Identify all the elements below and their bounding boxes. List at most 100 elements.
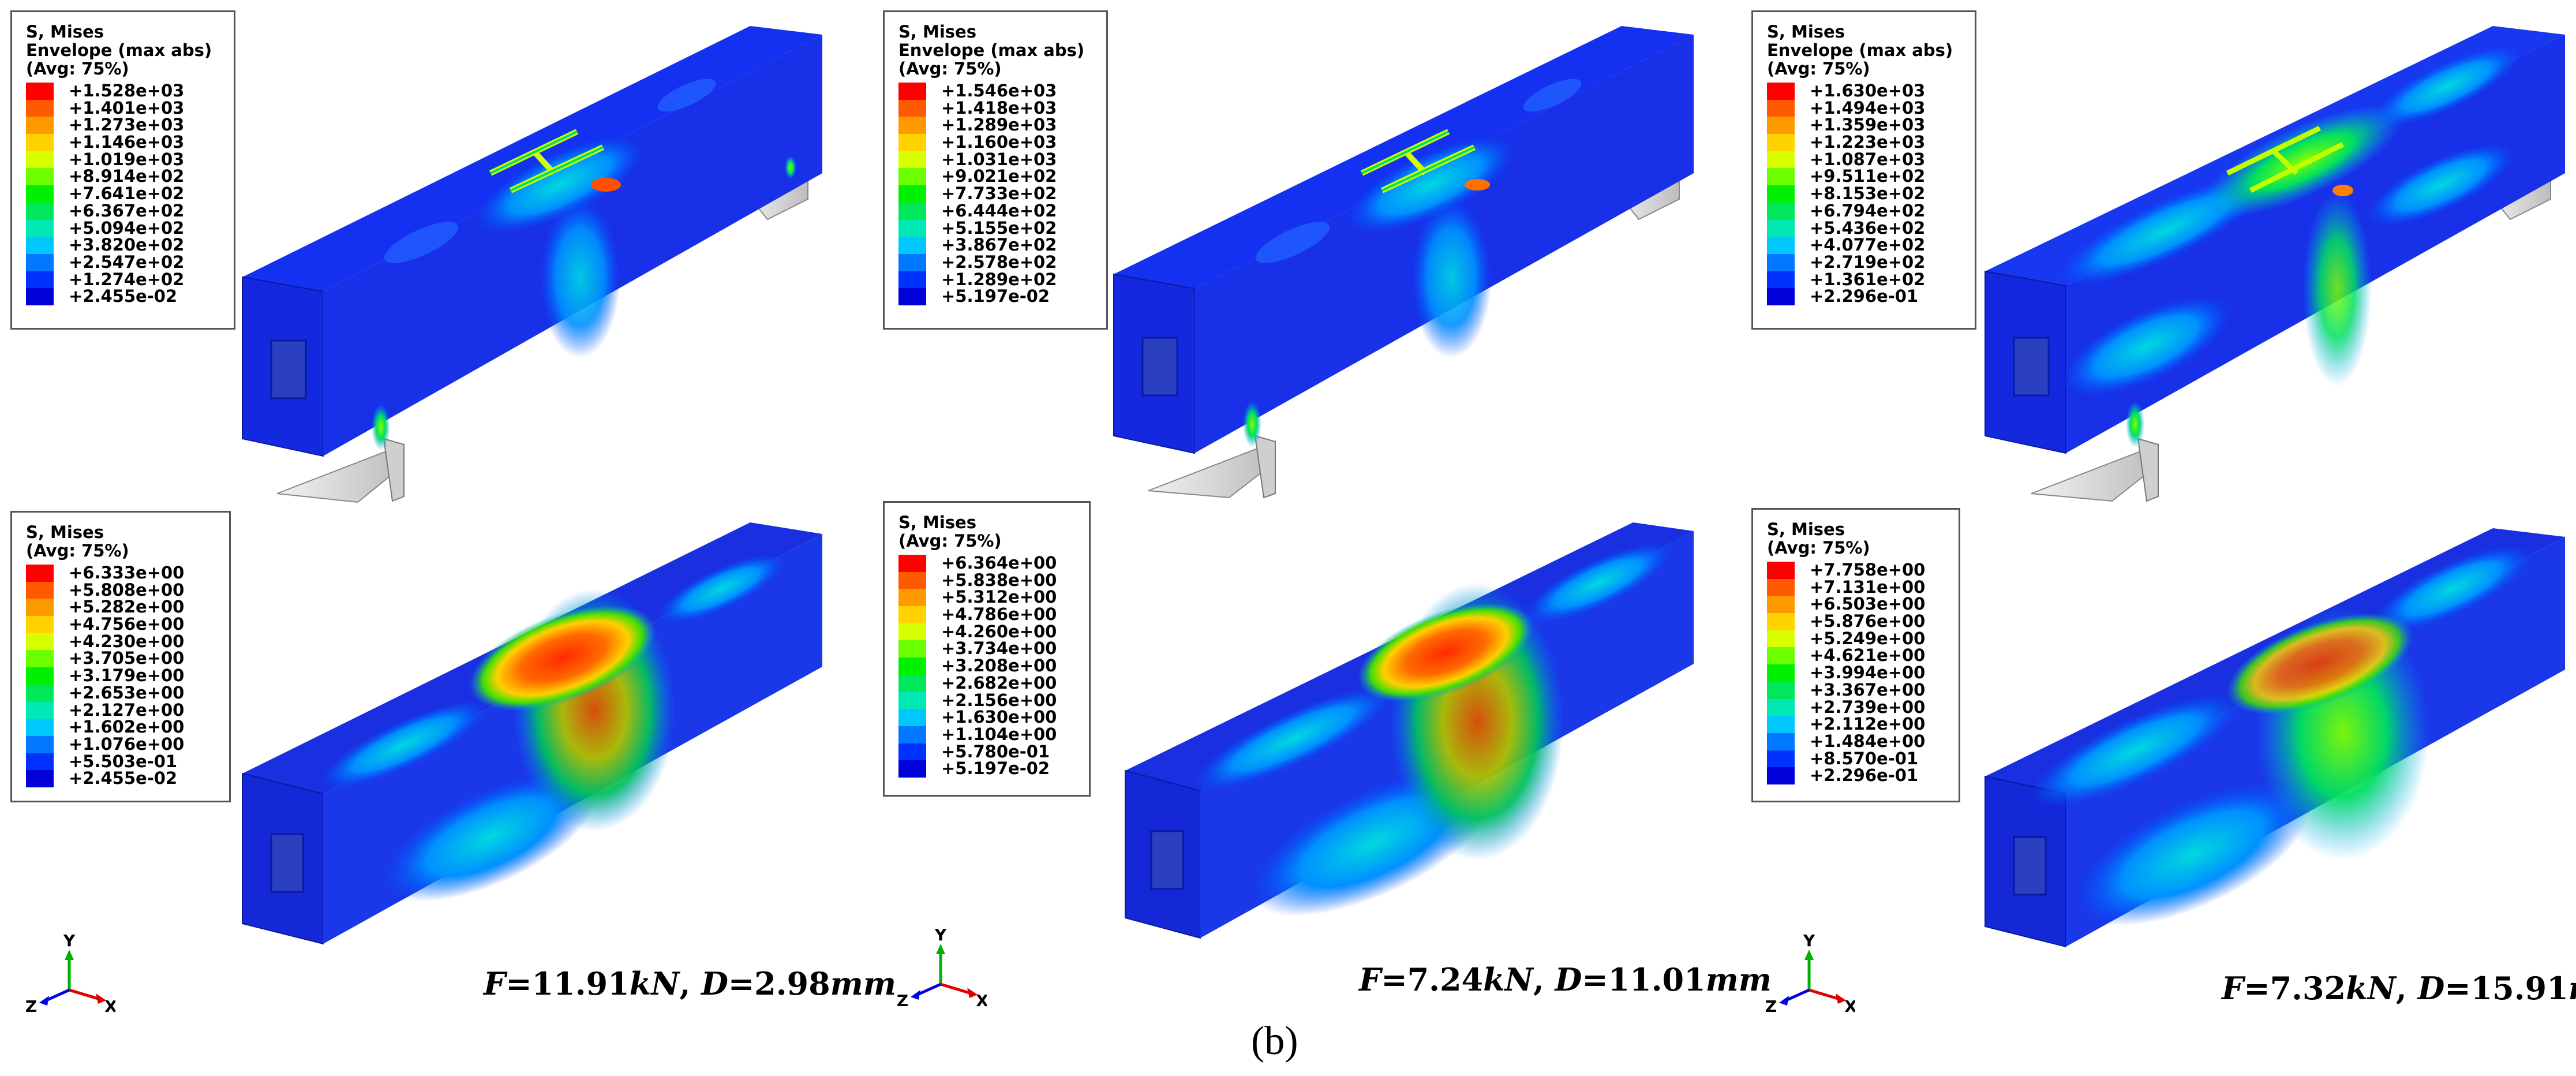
color-swatch [26,616,54,633]
legend-row: +2.719e+02 [1767,253,1967,271]
color-swatch [26,219,54,237]
color-swatch [898,134,926,151]
legend-value: +1.359e+03 [1810,115,1926,135]
color-swatch [26,237,54,254]
legend-value: +2.653e+00 [69,682,185,703]
legend-value: +3.734e+00 [941,638,1057,659]
legend-row: +6.794e+02 [1767,200,1967,221]
color-swatch [898,743,926,761]
legend-value: +8.153e+02 [1810,184,1926,204]
color-swatch [26,99,54,117]
legend-row: +1.104e+00 [898,726,1081,744]
color-swatch [898,83,926,100]
legend-value: +1.418e+03 [941,98,1057,118]
legend-header-line: S, Mises [1767,520,1845,539]
color-swatch [898,640,926,658]
legend-value: +6.794e+02 [1810,200,1926,221]
legend-row: +7.758e+00 [1767,561,1950,579]
legend-value: +2.547e+02 [69,252,185,272]
color-swatch [26,684,54,702]
color-swatch [1767,134,1795,151]
contour-scale: +6.364e+00 +5.838e+00 +5.312e+00 +4.786e+00… [898,554,1081,778]
legend-value: +1.031e+03 [941,149,1057,169]
color-swatch [26,117,54,134]
beam-bottom-3 [1985,528,2565,948]
color-swatch [1767,83,1795,100]
color-swatch [898,674,926,692]
legend-row: +1.494e+03 [1767,98,1967,118]
legend-row: +4.230e+00 [26,633,221,651]
legend-row: +4.621e+00 [1767,647,1950,665]
color-swatch [1767,288,1795,305]
legend-value: +9.511e+02 [1810,166,1926,186]
color-swatch [1767,578,1795,596]
color-swatch [26,168,54,186]
legend-value: +7.733e+02 [941,184,1057,204]
beam-top-2 [1113,26,1694,499]
legend-value: +5.155e+02 [941,218,1057,238]
legend-row: +8.914e+02 [26,168,226,186]
legend-row: +1.361e+02 [1767,271,1967,289]
axis-y-label: Y [934,926,947,944]
legend-row: +1.160e+03 [898,133,1098,151]
color-swatch [1767,99,1795,117]
legend-header-line: (Avg: 75%) [898,531,1002,551]
color-swatch [898,692,926,709]
color-swatch [26,667,54,685]
legend-row: +8.153e+02 [1767,185,1967,203]
legend-row: +5.876e+00 [1767,612,1950,630]
legend-row: +1.630e+00 [898,708,1081,726]
legend-value: +2.455e-02 [69,768,178,789]
legend-value: +1.602e+00 [69,717,185,737]
axis-y-label: Y [1803,932,1815,950]
color-swatch [1767,237,1795,254]
legend-value: +5.197e-02 [941,759,1050,779]
legend-row: +2.156e+00 [898,692,1081,709]
legend-row: +5.197e-02 [898,760,1081,778]
axis-y-label: Y [63,932,76,950]
legend-row: +5.094e+02 [26,219,226,237]
color-swatch [1767,117,1795,134]
legend-value: +5.780e-01 [941,741,1050,761]
legend-value: +2.682e+00 [941,672,1057,693]
color-swatch [898,237,926,254]
color-swatch [26,599,54,617]
legend-row: +2.547e+02 [26,252,226,272]
legend-value: +1.494e+03 [1810,98,1926,118]
legend-header-line: S, Mises [898,513,976,532]
result-label-2: F=7.24kN, D=11.01mm [1359,961,1772,998]
legend-row: +2.296e-01 [1767,288,1967,305]
legend-row: +2.578e+02 [898,253,1098,271]
legend-value: +6.503e+00 [1810,594,1926,614]
legend-row: +5.838e+00 [898,571,1081,589]
color-swatch [1767,202,1795,220]
color-swatch [1767,596,1795,614]
legend-value: +1.104e+00 [941,724,1057,744]
axis-z-label: Z [1765,997,1777,1016]
legend-row: +3.820e+02 [26,236,226,254]
legend-row: +1.289e+03 [898,117,1098,134]
color-swatch [26,581,54,599]
legend-value: +2.156e+00 [941,690,1057,710]
axis-z-label: Z [25,997,37,1016]
figure-caption: (b) [1251,1019,1298,1063]
legend-row: +6.367e+02 [26,200,226,221]
legend-row: +1.031e+03 [898,151,1098,169]
legend-value: +6.367e+02 [69,200,185,221]
legend-row: +1.076e+00 [26,735,221,753]
legend-row: +2.296e-01 [1767,767,1950,784]
color-swatch [898,760,926,778]
legend-value: +5.197e-02 [941,286,1050,307]
legend-row: +2.739e+00 [1767,698,1950,716]
color-swatch [898,623,926,641]
legend-row: +7.641e+02 [26,185,226,203]
legend-value: +3.705e+00 [69,648,185,668]
legend-row: +6.503e+00 [1767,594,1950,614]
color-swatch [26,185,54,203]
legend-header-line: S, Mises [26,22,104,42]
legend-row: +5.312e+00 [898,589,1081,607]
legend-row: +2.127e+00 [26,701,221,719]
axis-z-label: Z [897,991,908,1010]
legend-header-line: Envelope (max abs) [1767,40,1953,60]
